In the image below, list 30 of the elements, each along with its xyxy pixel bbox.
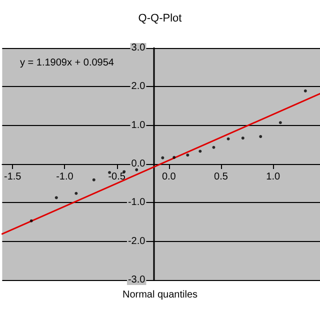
x-tick-label: 0.0 bbox=[162, 172, 176, 182]
point bbox=[186, 154, 190, 157]
x-tick-label: -1.0 bbox=[56, 172, 74, 182]
point bbox=[226, 137, 230, 140]
point bbox=[161, 156, 164, 160]
x-tick-label: -1.5 bbox=[4, 172, 22, 182]
point bbox=[259, 135, 262, 138]
point bbox=[241, 136, 244, 140]
y-tick-label: -2.0 bbox=[128, 236, 146, 247]
point bbox=[54, 196, 58, 200]
point bbox=[92, 178, 96, 182]
y-tick-label: 3.0 bbox=[131, 42, 146, 54]
y-tick-label: 0.0 bbox=[131, 158, 146, 170]
chart-title: Q-Q-Plot bbox=[138, 12, 182, 24]
y-tick-label: 1.0 bbox=[131, 120, 146, 131]
x-tick-label: 1.0 bbox=[266, 172, 280, 182]
point bbox=[172, 156, 176, 159]
point bbox=[74, 192, 78, 195]
x-tick-label: -0.5 bbox=[108, 172, 126, 182]
y-tick-label: -1.0 bbox=[128, 197, 146, 208]
y-tick-label: -3.0 bbox=[128, 274, 146, 286]
point bbox=[304, 89, 307, 92]
y-tick-label: 2.0 bbox=[131, 81, 146, 92]
annotation: y = 1.1909x + 0.0954 bbox=[20, 58, 114, 68]
point bbox=[278, 121, 282, 124]
point bbox=[212, 146, 216, 149]
point bbox=[30, 219, 33, 222]
x-tick-label: 0.5 bbox=[214, 172, 228, 182]
point bbox=[135, 168, 138, 172]
text: Normal quantiles bbox=[122, 290, 198, 300]
